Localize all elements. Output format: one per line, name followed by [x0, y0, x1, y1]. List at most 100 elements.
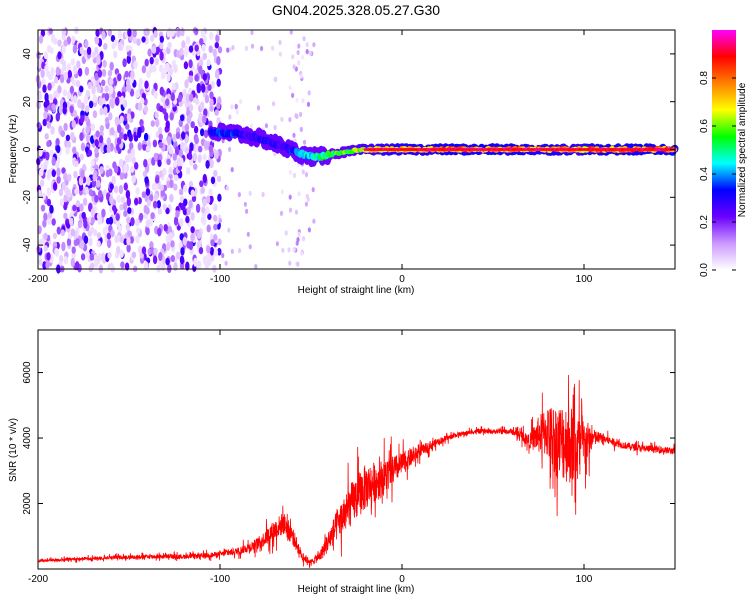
spectrogram-cell — [130, 165, 135, 173]
spectrogram-cell — [304, 201, 308, 207]
spectrogram-cell — [188, 103, 194, 112]
spectrogram-cell — [164, 112, 169, 122]
spectrogram-cell — [206, 224, 211, 233]
spectrogram-cell — [38, 238, 43, 248]
spectrogram-cell — [226, 47, 230, 53]
spectrogram-cell — [311, 187, 315, 193]
spectrogram-cell — [63, 172, 68, 182]
spectrogram-cell — [62, 63, 67, 72]
spectrogram-cell — [188, 45, 194, 53]
spectrogram-cell — [84, 186, 89, 194]
spectrogram-cell — [98, 97, 104, 106]
spectrogram-cell — [304, 172, 309, 178]
spectrogram-cell — [173, 216, 179, 226]
spectrogram-cell — [271, 45, 275, 51]
spectrogram-cell — [186, 167, 191, 175]
spectrogram-cell — [40, 204, 46, 212]
spectrogram-cell — [60, 130, 65, 138]
spectrogram-cell — [116, 124, 122, 134]
spectrogram-cell — [170, 240, 175, 248]
spectrogram-cell — [108, 112, 113, 121]
spectrogram-cell — [221, 252, 225, 259]
spectrogram-cell — [243, 201, 247, 207]
spectrogram-cell — [205, 160, 210, 169]
spectrogram-cell — [107, 69, 113, 77]
spectrogram-cell — [81, 211, 86, 219]
spectrogram-cell — [101, 252, 106, 262]
spectrogram-cell — [96, 232, 102, 239]
spectrogram-cell — [202, 34, 207, 44]
spectrogram-cell — [135, 89, 140, 99]
spectrogram-cell — [300, 250, 304, 256]
snr-x-tick-label: -100 — [210, 574, 230, 585]
spectrogram-cell — [63, 71, 68, 81]
spectrogram-cell — [181, 40, 186, 49]
spectrogram-cell — [179, 47, 184, 56]
spectrogram-cell — [36, 121, 41, 129]
spectrogram-cell — [194, 136, 199, 145]
spectrogram-cell — [137, 142, 142, 151]
spectrogram-cell — [209, 159, 214, 169]
spectrogram-cell — [166, 73, 171, 82]
spectrogram-cell — [101, 79, 106, 87]
spectrogram-cell — [114, 165, 119, 174]
spectrogram-cell — [289, 29, 293, 35]
spectrogram-cell — [188, 59, 193, 69]
spectrogram-cell — [185, 261, 190, 271]
spectrogram-cell — [199, 37, 204, 46]
spectrogram-cell — [302, 36, 306, 42]
spectrogram-cell — [165, 207, 170, 215]
snr-y-tick-label: 6000 — [22, 361, 33, 384]
spectrogram-cell — [114, 234, 119, 244]
spectrogram-cell — [103, 43, 108, 50]
snr-x-axis-label: Height of straight line (km) — [298, 584, 415, 595]
spectrogram-cell — [117, 30, 123, 39]
spectrogram-cell — [214, 152, 219, 160]
spectrogram-cell — [109, 78, 114, 86]
spectrogram-cell — [215, 34, 220, 43]
spectrogram-cell — [312, 218, 316, 224]
spectrogram-x-tick-label: 0 — [399, 274, 405, 285]
spectrogram-cell — [198, 59, 204, 68]
spectrogram-cell — [92, 94, 98, 104]
spectrogram-cell — [105, 169, 111, 178]
spectrogram-cell — [130, 217, 135, 227]
spectrogram-cell — [126, 216, 131, 224]
spectrogram-cell — [122, 201, 128, 211]
spectrogram-cell — [288, 117, 292, 123]
spectrogram-y-tick-label: -20 — [22, 190, 33, 205]
spectrogram-cell — [305, 193, 309, 199]
spectrogram-cell — [66, 222, 71, 229]
spectrogram-cell — [70, 58, 76, 66]
spectrogram-cells — [35, 26, 679, 274]
spectrogram-cell — [41, 192, 46, 201]
spectrogram-cell — [180, 247, 185, 256]
spectrogram-x-ticks: -200 -100 0 100 — [28, 30, 593, 285]
spectrogram-cell — [244, 45, 248, 52]
spectrogram-cell — [82, 197, 88, 206]
spectrogram-cell — [99, 166, 104, 175]
spectrogram-cell — [175, 251, 181, 260]
spectrogram-cell — [194, 44, 199, 52]
spectrogram-cell — [53, 76, 59, 84]
spectrogram-cell — [123, 133, 128, 141]
spectrogram-cell — [218, 218, 222, 224]
spectrogram-cell — [119, 95, 125, 105]
spectrogram-cell — [165, 98, 170, 107]
spectrogram-cell — [37, 93, 42, 101]
colorbar-tick-label: 0.4 — [699, 167, 710, 181]
spectrogram-cell — [144, 80, 149, 89]
spectrogram-cell — [209, 98, 214, 108]
spectrogram-cell — [110, 127, 115, 136]
spectrogram-cell — [38, 258, 43, 266]
spectrogram-cell — [249, 123, 253, 129]
spectrogram-cell — [60, 229, 65, 237]
spectrogram-cell — [152, 64, 157, 73]
snr-frame — [37, 329, 676, 570]
spectrogram-cell — [128, 133, 133, 142]
spectrogram-cell — [168, 166, 173, 175]
figure-title: GN04.2025.328.05.27.G30 — [272, 2, 440, 18]
spectrogram-cell — [44, 64, 49, 72]
spectrogram-cell — [179, 218, 184, 227]
spectrogram-cell — [302, 236, 306, 242]
